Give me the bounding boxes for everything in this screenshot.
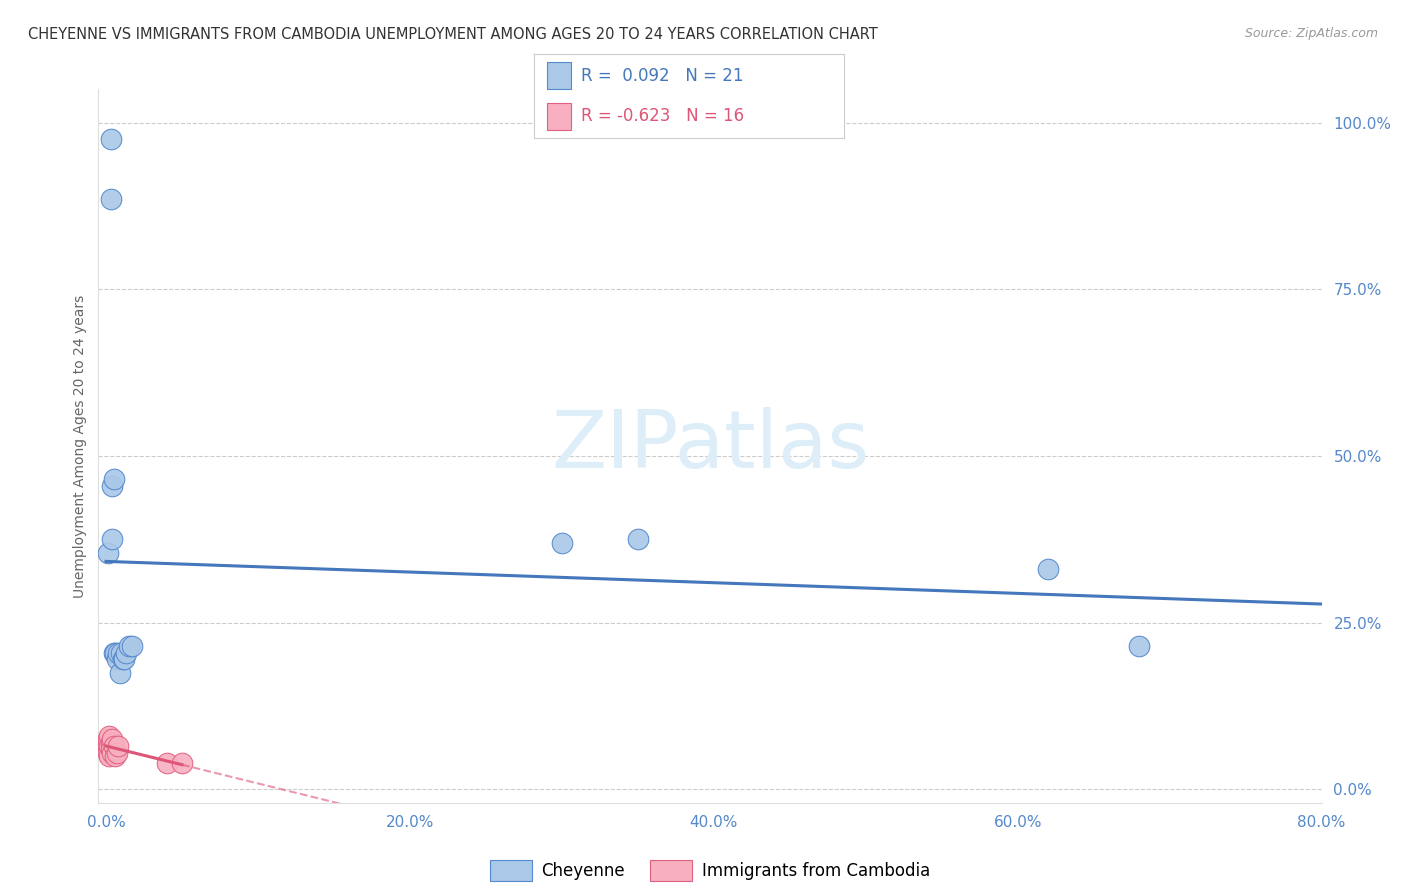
Point [96, 739, 118, 753]
Point [156, 756, 179, 770]
Point [101, 732, 124, 747]
Text: R =  0.092   N = 21: R = 0.092 N = 21 [581, 67, 744, 85]
Point [170, 756, 193, 770]
Point [96, 546, 118, 560]
Text: ZIPatlas: ZIPatlas [551, 407, 869, 485]
Point [111, 652, 134, 666]
Point [1128, 639, 1150, 653]
Point [98, 729, 121, 743]
Point [110, 646, 132, 660]
Point [112, 652, 135, 666]
Point [118, 639, 141, 653]
Point [627, 533, 650, 547]
Point [114, 646, 136, 660]
Point [551, 535, 574, 549]
Point [104, 749, 127, 764]
Bar [547, 103, 571, 130]
Point [98, 749, 121, 764]
Bar [547, 62, 571, 89]
Point [100, 736, 122, 750]
Point [107, 739, 129, 753]
Point [107, 646, 129, 660]
Point [98, 739, 121, 753]
Point [105, 746, 128, 760]
Point [96, 732, 118, 747]
Point [103, 739, 125, 753]
Point [100, 192, 122, 206]
Point [101, 746, 124, 760]
Point [101, 479, 124, 493]
Point [108, 665, 131, 680]
Point [103, 646, 125, 660]
Point [105, 652, 128, 666]
Text: CHEYENNE VS IMMIGRANTS FROM CAMBODIA UNEMPLOYMENT AMONG AGES 20 TO 24 YEARS CORR: CHEYENNE VS IMMIGRANTS FROM CAMBODIA UNE… [28, 27, 877, 42]
Point [100, 742, 122, 756]
Text: Source: ZipAtlas.com: Source: ZipAtlas.com [1244, 27, 1378, 40]
Point [103, 472, 125, 486]
Legend: Cheyenne, Immigrants from Cambodia: Cheyenne, Immigrants from Cambodia [484, 854, 936, 888]
Y-axis label: Unemployment Among Ages 20 to 24 years: Unemployment Among Ages 20 to 24 years [73, 294, 87, 598]
Point [101, 533, 124, 547]
Point [96, 746, 118, 760]
Point [104, 646, 127, 660]
Point [100, 132, 122, 146]
Point [121, 639, 143, 653]
Text: R = -0.623   N = 16: R = -0.623 N = 16 [581, 107, 744, 125]
Point [1036, 562, 1059, 576]
